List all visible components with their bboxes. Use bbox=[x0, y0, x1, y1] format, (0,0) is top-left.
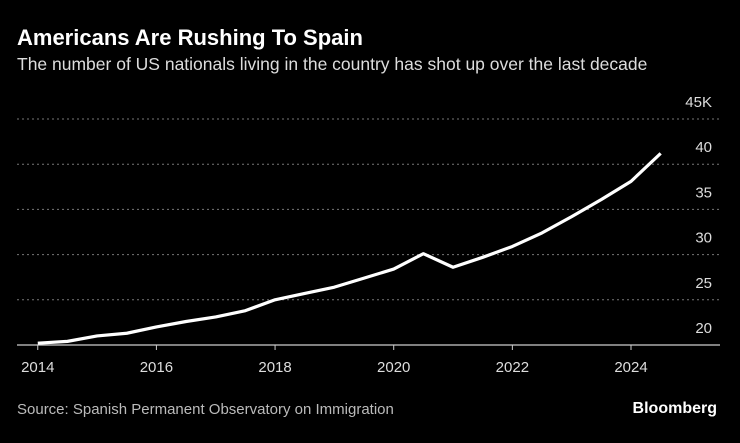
brand: Bloomberg bbox=[633, 400, 717, 417]
x-tick-label: 2016 bbox=[140, 359, 173, 376]
y-tick-label: 40 bbox=[695, 139, 712, 156]
source: Source: Spanish Permanent Observatory on… bbox=[17, 401, 394, 418]
y-tick-label: 30 bbox=[695, 230, 712, 247]
y-tick-label: 45K bbox=[685, 94, 712, 111]
y-tick-label: 25 bbox=[695, 275, 712, 292]
line bbox=[37, 152, 662, 345]
x-tick-label: 2024 bbox=[614, 359, 647, 376]
x-tick-label: 2020 bbox=[377, 359, 410, 376]
x-tick-label: 2018 bbox=[258, 359, 291, 376]
chart-title: Americans Are Rushing To Spain bbox=[17, 25, 363, 50]
x-tick-label: 2022 bbox=[496, 359, 529, 376]
chart-subtitle: The number of US nationals living in the… bbox=[17, 54, 647, 74]
x-tick-label: 2014 bbox=[21, 359, 54, 376]
y-tick-label: 20 bbox=[695, 320, 712, 337]
y-tick-label: 35 bbox=[695, 184, 712, 201]
